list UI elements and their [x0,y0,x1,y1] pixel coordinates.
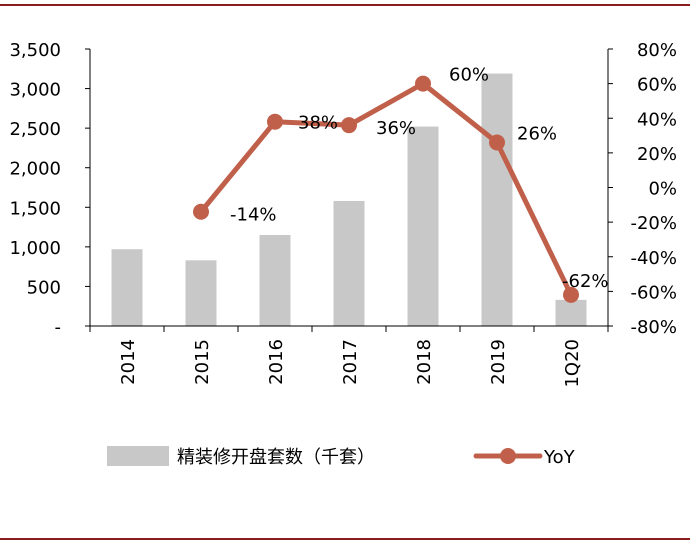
yoy-data-label-2019: 26% [517,123,557,144]
right-tick-label: -40% [630,248,677,269]
x-tick-label-2016: 2016 [266,339,287,385]
right-tick-label: 0% [648,179,677,200]
x-tick-label-2017: 2017 [340,339,361,385]
left-tick-label: 2,000 [9,159,61,180]
right-tick-label: 40% [637,109,677,130]
yoy-point-1Q20 [563,286,579,303]
x-tick-label-2019: 2019 [488,339,509,385]
left-tick-label: 3,500 [9,40,61,61]
bottom-rule [0,538,690,540]
yoy-point-2019 [489,134,505,151]
yoy-point-2017 [341,117,357,134]
right-tick-label: 20% [637,144,677,165]
legend-label-bars: 精装修开盘套数（千套） [177,447,375,468]
left-tick-label: 500 [27,277,61,298]
left-tick-label: 2,500 [9,119,61,140]
yoy-data-label-2016: 38% [298,113,338,134]
right-tick-label: -80% [630,317,677,338]
bar-2019 [481,73,513,326]
left-tick-label: - [55,317,62,338]
left-tick-label: 1,000 [9,238,61,259]
yoy-data-label-2017: 36% [376,118,416,139]
yoy-data-label-2018: 60% [449,65,489,86]
bar-2016 [259,234,291,326]
x-tick-label-2014: 2014 [118,339,139,385]
left-tick-label: 3,000 [9,80,61,101]
yoy-data-label-1Q20: -62% [562,271,609,292]
bar-2018 [407,126,439,326]
right-tick-label: -60% [630,282,677,303]
yoy-point-2018 [415,75,431,92]
yoy-data-label-2015: -14% [230,205,277,226]
yoy-point-2016 [267,113,283,130]
bar-2014 [111,249,143,326]
x-tick-label-2015: 2015 [192,339,213,385]
legend-line-marker [500,448,516,464]
bar-1Q20 [555,299,587,326]
right-tick-label: 60% [637,75,677,96]
yoy-point-2015 [193,203,209,220]
x-tick-label-1Q20: 1Q20 [562,339,583,388]
yoy-line [198,81,574,298]
right-tick-label: -20% [630,213,677,234]
left-tick-label: 1,500 [9,198,61,219]
right-tick-label: 80% [637,40,677,61]
legend-bar-swatch [107,446,169,466]
bar-2015 [185,260,217,326]
x-tick-label-2018: 2018 [414,339,435,385]
legend-label-yoy: YoY [543,447,576,468]
bar-2017 [333,200,365,326]
top-rule [0,4,690,6]
